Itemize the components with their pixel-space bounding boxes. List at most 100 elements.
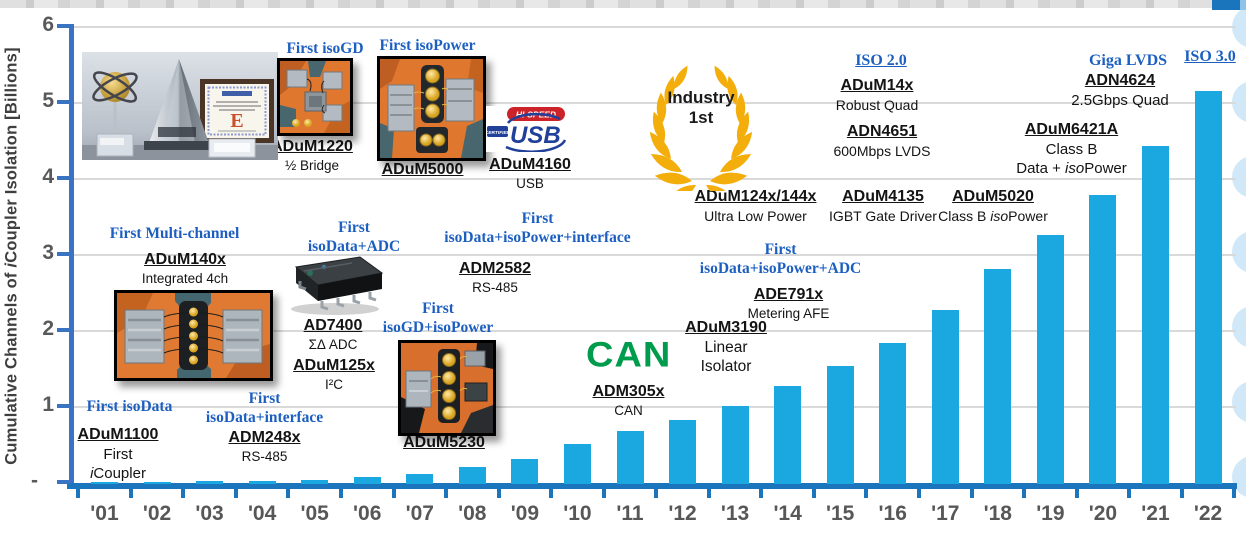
y-tick-label: 3: [42, 241, 54, 264]
x-tick-label-06: '06: [353, 502, 382, 525]
x-tick-label-11: '11: [616, 502, 644, 525]
y-axis-tick: [57, 404, 70, 408]
y-tick-label: 2: [42, 317, 54, 340]
y-axis-tick: [57, 100, 70, 104]
x-axis-tick: [549, 487, 554, 498]
product-adn4624: ADN4624 2.5Gbps Quad: [1071, 72, 1169, 109]
bar-08: [458, 466, 486, 484]
bar-16: [879, 342, 907, 484]
bar-11: [616, 431, 644, 484]
callout-giga-lvds: Giga LVDS: [1088, 52, 1168, 69]
product-adum140x: ADuM140x Integrated 4ch: [141, 251, 229, 286]
bar-01: [91, 482, 118, 484]
background-pattern-circle: [1232, 6, 1246, 48]
y-tick-label: -: [31, 469, 38, 492]
x-tick-label-09: '09: [510, 502, 540, 525]
svg-text:USB: USB: [510, 122, 561, 149]
y-tick-label: 1: [42, 393, 54, 416]
x-tick-label-05: '05: [300, 502, 329, 525]
callout-first-isogd: First isoGD: [286, 40, 364, 57]
bar-15: [826, 365, 854, 484]
product-adm2582: ADM2582 RS-485: [458, 260, 532, 295]
grid-line: [74, 254, 1236, 256]
y-axis-tick: [57, 252, 70, 256]
background-pattern-circle: [1232, 231, 1246, 273]
grid-line: [74, 178, 1236, 180]
background-pattern-circle: [1232, 156, 1246, 198]
x-tick-label-21: '21: [1141, 502, 1170, 525]
grid-line: [74, 102, 1236, 104]
bar-06: [353, 476, 381, 484]
background-pattern-circle: [1232, 81, 1246, 123]
product-adm305x: ADM305x CAN: [592, 383, 665, 418]
x-tick-label-13: '13: [720, 502, 750, 525]
x-axis-tick: [654, 487, 659, 498]
callout-first-isodata-isopower-adc: First isoData+isoPower+ADC: [699, 241, 862, 278]
x-axis-tick: [181, 487, 186, 498]
svg-text:CERTIFIED: CERTIFIED: [486, 130, 511, 136]
grid-line: [74, 406, 1236, 408]
x-tick-label-02: '02: [142, 502, 172, 525]
x-axis-line: [67, 483, 1237, 489]
x-tick-label-14: '14: [773, 502, 802, 525]
callout-first-isodata-interface: First isoData+interface: [205, 390, 324, 427]
x-axis-tick: [338, 487, 343, 498]
x-axis-tick: [286, 487, 291, 498]
y-axis-tick: [57, 176, 70, 180]
top-edge-artifact-strip: [0, 0, 1246, 8]
y-tick-label: 4: [42, 165, 54, 188]
callout-iso-3-0: ISO 3.0: [1184, 48, 1236, 65]
product-adum5020: ADuM5020 Class B isoPower: [938, 188, 1048, 224]
x-tick-label-03: '03: [195, 502, 224, 525]
x-axis-tick: [917, 487, 921, 498]
bar-13: [721, 406, 749, 484]
background-pattern-circle: [1232, 306, 1246, 348]
product-adum1220: ADuM1220 ½ Bridge: [271, 138, 353, 173]
chip-photo-adum5230: [398, 340, 496, 436]
bar-17: [931, 310, 959, 484]
product-adum4135: ADuM4135 IGBT Gate Driver: [829, 188, 937, 224]
bar-04: [248, 480, 276, 484]
usb-logo: HI-SPEED CERTIFIED USB: [486, 106, 568, 152]
x-axis-tick: [233, 487, 238, 498]
bar-14: [774, 385, 802, 484]
svg-text:Industry: Industry: [667, 88, 735, 107]
callout-first-multichannel: First Multi-channel: [109, 225, 240, 242]
industry-first-wreath: Industry 1st: [626, 55, 776, 191]
x-tick-label-12: '12: [668, 502, 697, 525]
chip-photo-adum1220: [277, 58, 353, 136]
y-axis-tick: [57, 24, 70, 28]
product-ade791x: ADE791x Metering AFE: [747, 286, 830, 321]
grid-line: [74, 330, 1236, 332]
product-adum6421a: ADuM6421A Class B Data + isoPower: [1016, 121, 1127, 177]
product-adm248x: ADM248x RS-485: [228, 429, 301, 464]
x-axis-tick: [391, 487, 396, 498]
background-pattern-circle: [1232, 381, 1246, 423]
bar-02: [143, 482, 171, 484]
bar-21: [1142, 146, 1169, 484]
x-tick-label-20: '20: [1088, 502, 1118, 525]
bar-07: [406, 474, 434, 484]
y-axis-line: [69, 24, 74, 488]
grid-line: [74, 26, 1236, 28]
chip-photo-adum140x: [114, 290, 273, 381]
product-adum14x: ADuM14x Robust Quad: [835, 77, 919, 113]
x-tick-label-19: '19: [1036, 502, 1065, 525]
bar-10: [563, 444, 591, 484]
bar-22: [1194, 90, 1222, 484]
bar-03: [196, 481, 224, 484]
product-adum3190: ADuM3190 Linear Isolator: [685, 319, 767, 376]
chip-photo-ad7400: [280, 253, 385, 317]
x-axis-tick: [76, 487, 81, 498]
x-tick-label-01: '01: [90, 502, 119, 525]
x-tick-label-07: '07: [405, 502, 434, 525]
product-adum124x-144x: ADuM124x/144x Ultra Low Power: [694, 188, 817, 224]
svg-text:E: E: [230, 110, 243, 132]
x-tick-label-16: '16: [878, 502, 907, 525]
product-adum5230: ADuM5230: [403, 434, 485, 451]
product-adum1100: ADuM1100 First iCoupler: [77, 426, 159, 482]
y-axis-tick: [57, 328, 70, 332]
x-axis-tick: [1022, 487, 1027, 498]
product-adum125x: ADuM125x I²C: [293, 357, 375, 392]
